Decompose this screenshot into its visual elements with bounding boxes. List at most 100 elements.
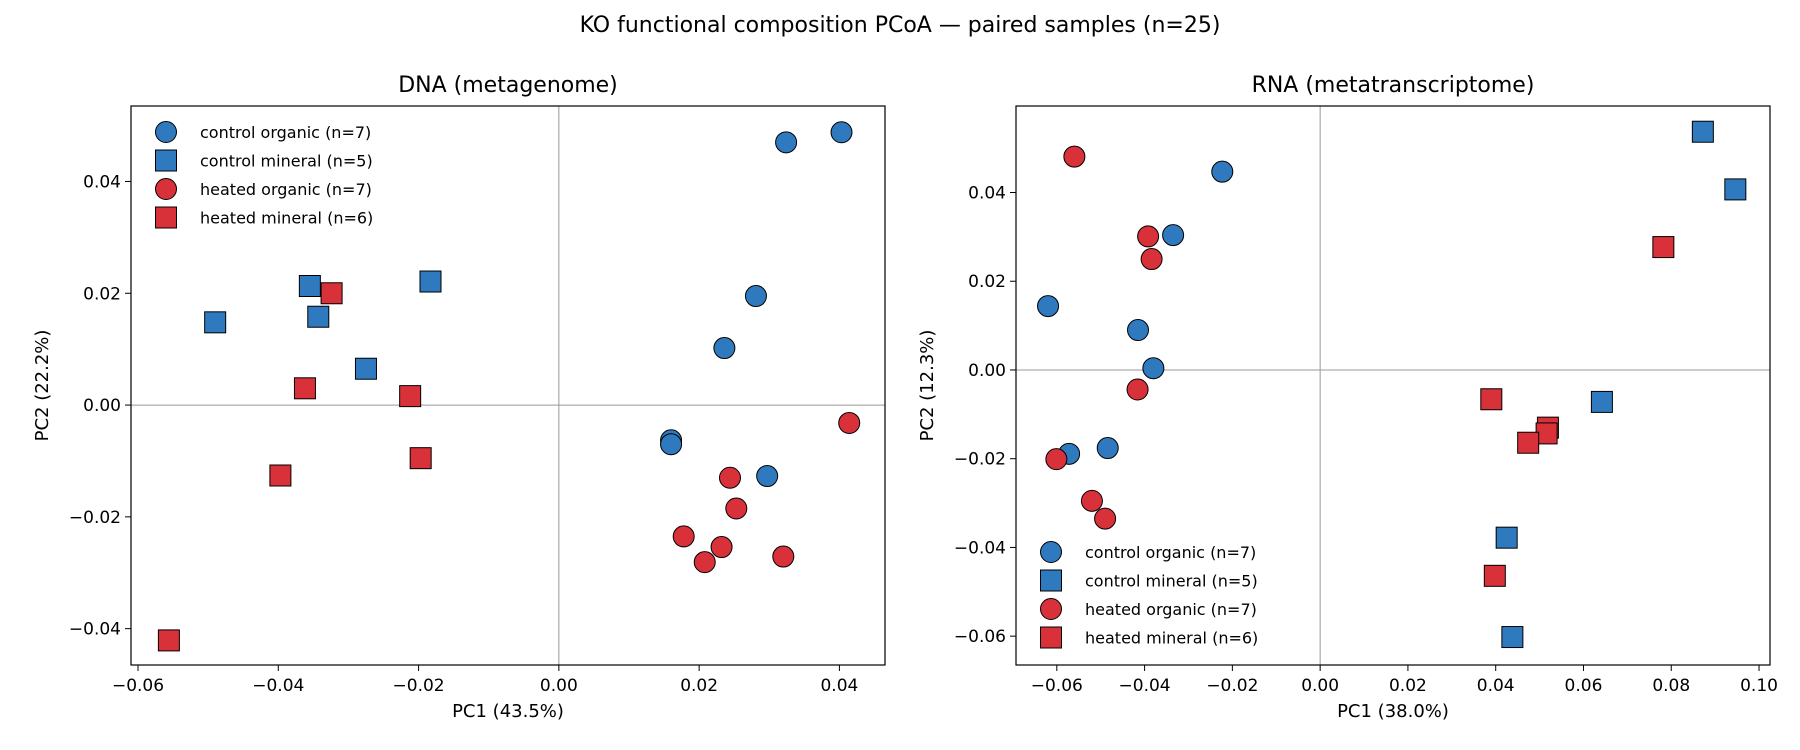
rna-legend-label-3: heated mineral (n=6) — [1085, 629, 1258, 648]
rna-point-s2-0 — [1063, 145, 1086, 168]
rna-ytick-label: −0.02 — [954, 450, 1006, 470]
rna-point-s1-0 — [1691, 120, 1714, 143]
dna-legend: control organic (n=7) control mineral (n=… — [155, 121, 373, 229]
rna-xtick-label: 0.08 — [1652, 676, 1690, 696]
dna-y-axis-label: PC2 (22.2%) — [32, 330, 53, 442]
dna-point-s0-1 — [775, 131, 798, 154]
figure-title: KO functional composition PCoA — paired … — [580, 13, 1221, 38]
rna-point-s0-2 — [1037, 295, 1060, 318]
rna-legend-marker-0 — [1040, 541, 1062, 563]
dna-point-s2-6 — [772, 545, 795, 568]
rna-legend-label-1: control mineral (n=5) — [1085, 572, 1258, 591]
rna-panel-title: RNA (metatranscriptome) — [1252, 73, 1535, 98]
rna-ytick-label: −0.04 — [954, 538, 1006, 558]
rna-point-s1-2 — [1590, 390, 1613, 413]
dna-ytick-label: 0.04 — [83, 172, 121, 192]
dna-point-s1-4 — [354, 357, 377, 380]
rna-x-axis-label: PC1 (38.0%) — [1337, 701, 1449, 722]
dna-legend-label-0: control organic (n=7) — [200, 123, 371, 142]
rna-legend: control organic (n=7) control mineral (n=… — [1040, 541, 1258, 649]
rna-xtick-label: 0.00 — [1301, 676, 1339, 696]
rna-legend-marker-3 — [1040, 626, 1062, 649]
dna-legend-marker-1 — [155, 149, 177, 172]
dna-point-s2-4 — [710, 536, 733, 559]
rna-ytick-label: 0.02 — [968, 272, 1006, 292]
rna-point-s3-5 — [1483, 564, 1506, 587]
dna-point-s0-5 — [660, 433, 683, 456]
dna-point-s3-0 — [320, 282, 343, 305]
rna-point-s2-3 — [1126, 378, 1149, 401]
rna-panel: −0.06 −0.04 −0.02 0.00 0.02 0.04 0.06 0.08 0.10 −… — [917, 73, 1778, 722]
rna-point-s2-5 — [1080, 489, 1103, 512]
rna-y-axis-label: PC2 (12.3%) — [917, 330, 938, 442]
rna-xtick-label: −0.02 — [1206, 676, 1258, 696]
dna-point-s3-4 — [269, 464, 292, 487]
rna-point-s2-6 — [1094, 507, 1117, 530]
rna-point-s3-4 — [1517, 431, 1540, 454]
dna-legend-marker-0 — [155, 121, 177, 143]
rna-point-s0-6 — [1096, 437, 1119, 460]
dna-x-axis-label: PC1 (43.5%) — [452, 701, 564, 722]
dna-point-s2-5 — [693, 551, 716, 574]
rna-xtick-label: −0.06 — [1031, 676, 1083, 696]
dna-ytick-label: 0.00 — [83, 396, 121, 416]
dna-point-s1-3 — [204, 311, 227, 334]
rna-point-s3-0 — [1652, 236, 1675, 259]
dna-panel-title: DNA (metagenome) — [398, 73, 618, 98]
dna-legend-marker-2 — [155, 178, 177, 200]
rna-point-s0-3 — [1127, 319, 1150, 342]
rna-legend-marker-2 — [1040, 598, 1062, 620]
dna-xtick-label: −0.06 — [112, 676, 164, 696]
dna-xtick-label: 0.02 — [680, 676, 718, 696]
rna-point-s1-3 — [1495, 526, 1518, 549]
rna-point-s1-4 — [1501, 626, 1524, 649]
rna-ytick-label: 0.04 — [968, 184, 1006, 204]
dna-xtick-label: 0.04 — [820, 676, 858, 696]
dna-xtick-label: −0.02 — [393, 676, 445, 696]
rna-xtick-label: 0.04 — [1477, 676, 1515, 696]
dna-point-s1-2 — [307, 305, 330, 328]
rna-xtick-label: 0.02 — [1389, 676, 1427, 696]
rna-xtick-label: −0.04 — [1119, 676, 1171, 696]
rna-ytick-label: −0.06 — [954, 627, 1006, 647]
dna-legend-marker-3 — [155, 206, 177, 229]
rna-point-s0-1 — [1162, 224, 1185, 247]
dna-point-s1-0 — [419, 270, 442, 293]
dna-legend-label-3: heated mineral (n=6) — [200, 209, 373, 228]
rna-legend-label-2: heated organic (n=7) — [1085, 600, 1257, 619]
dna-xtick-label: 0.00 — [540, 676, 578, 696]
rna-xtick-label: 0.10 — [1740, 676, 1778, 696]
dna-point-s2-3 — [672, 525, 695, 548]
dna-plot-frame — [130, 105, 886, 666]
dna-legend-label-2: heated organic (n=7) — [200, 180, 372, 199]
dna-legend-label-1: control mineral (n=5) — [200, 152, 373, 171]
rna-point-s3-1 — [1480, 388, 1503, 411]
rna-legend-label-0: control organic (n=7) — [1085, 543, 1256, 562]
dna-xtick-label: −0.04 — [252, 676, 304, 696]
dna-panel: −0.06 −0.04 −0.02 0.00 0.02 0.04 −0.04 −0.02 0.0… — [32, 73, 886, 722]
rna-point-s2-4 — [1045, 448, 1068, 471]
rna-xtick-label: 0.06 — [1565, 676, 1603, 696]
rna-point-s0-4 — [1142, 357, 1165, 380]
rna-legend-marker-1 — [1040, 569, 1062, 592]
rna-point-s3-3 — [1535, 422, 1558, 445]
dna-point-s3-5 — [157, 629, 180, 652]
rna-plot-frame — [1015, 105, 1771, 666]
dna-ytick-label: −0.02 — [69, 508, 121, 528]
dna-point-s0-3 — [713, 337, 736, 360]
dna-point-s3-3 — [409, 447, 432, 470]
dna-point-s0-2 — [744, 285, 767, 308]
rna-point-s0-0 — [1211, 160, 1234, 183]
dna-point-s0-6 — [756, 465, 779, 488]
rna-point-s2-1 — [1137, 225, 1160, 248]
dna-point-s2-1 — [718, 466, 741, 489]
dna-ytick-label: −0.04 — [69, 620, 121, 640]
dna-point-s1-1 — [298, 274, 321, 297]
dna-point-s2-2 — [725, 497, 748, 520]
rna-point-s2-2 — [1140, 248, 1163, 271]
dna-point-s2-0 — [838, 411, 861, 434]
rna-ytick-label: 0.00 — [968, 361, 1006, 381]
dna-point-s3-1 — [293, 377, 316, 400]
rna-point-s1-1 — [1724, 178, 1747, 201]
